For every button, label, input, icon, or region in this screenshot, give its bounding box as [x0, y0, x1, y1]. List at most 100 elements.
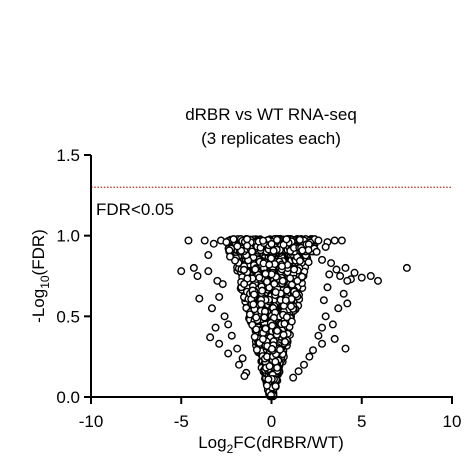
- data-point: [231, 256, 240, 265]
- data-point: [252, 345, 261, 354]
- data-point: [298, 246, 307, 255]
- x-axis-label: Log2FC(dRBR/WT): [198, 433, 344, 456]
- data-point: [271, 288, 280, 297]
- y-axis-label-prefix: -Log: [29, 289, 48, 323]
- x-tick-label: -5: [174, 412, 189, 431]
- data-point: [258, 335, 267, 344]
- data-point: [321, 242, 330, 251]
- data-point: [262, 277, 271, 286]
- data-point: [286, 274, 295, 283]
- data-point: [279, 330, 288, 339]
- data-point: [204, 267, 213, 276]
- data-point: [295, 235, 304, 244]
- y-tick-label: 1.5: [56, 146, 80, 165]
- data-point: [193, 272, 202, 281]
- data-point: [290, 265, 299, 274]
- data-point: [298, 272, 307, 281]
- data-point: [233, 242, 242, 251]
- data-point: [220, 312, 229, 321]
- data-point: [318, 339, 327, 348]
- data-point: [304, 258, 313, 267]
- data-point: [195, 294, 204, 303]
- data-point: [259, 236, 268, 245]
- data-point: [225, 252, 234, 261]
- x-tick-label: 5: [357, 412, 366, 431]
- data-point: [337, 236, 346, 245]
- data-point: [318, 323, 327, 332]
- data-point: [269, 246, 278, 255]
- data-point: [225, 246, 234, 255]
- data-point: [248, 247, 257, 256]
- data-point: [273, 363, 282, 372]
- data-point: [287, 317, 296, 326]
- data-point: [334, 304, 343, 313]
- data-point: [341, 344, 350, 353]
- data-point: [255, 273, 264, 282]
- data-point: [273, 235, 282, 244]
- y-axis-label: -Log10(FDR): [29, 229, 52, 323]
- data-point: [268, 321, 277, 330]
- data-point: [312, 247, 321, 256]
- y-ticks: 0.0 0.5 1.0 1.5: [56, 146, 91, 407]
- data-point: [240, 279, 249, 288]
- data-point: [233, 344, 242, 353]
- data-point: [215, 339, 224, 348]
- data-point: [402, 263, 411, 272]
- x-tick-label: -10: [79, 412, 104, 431]
- y-tick-label: 0.5: [56, 307, 80, 326]
- plot-area: FDR<0.05: [91, 186, 452, 401]
- data-point: [238, 354, 247, 363]
- data-point: [309, 346, 318, 355]
- data-point: [323, 283, 332, 292]
- data-point: [341, 263, 350, 272]
- data-point: [289, 373, 298, 382]
- data-point: [243, 241, 252, 250]
- data-point: [332, 265, 341, 274]
- data-point: [250, 290, 259, 299]
- data-point: [252, 325, 261, 334]
- data-point: [314, 236, 323, 245]
- data-point: [200, 236, 209, 245]
- data-point: [249, 300, 258, 309]
- data-point: [319, 296, 328, 305]
- data-point: [252, 313, 261, 322]
- data-point: [330, 334, 339, 343]
- data-point: [336, 272, 345, 281]
- data-point: [235, 360, 244, 369]
- data-point: [281, 296, 290, 305]
- data-point: [262, 381, 271, 390]
- data-point: [211, 323, 220, 332]
- data-point: [280, 319, 289, 328]
- y-axis-label-suffix: (FDR): [29, 229, 48, 275]
- data-point: [282, 235, 291, 244]
- y-axis-label-subscript: 10: [38, 275, 52, 289]
- data-point: [305, 352, 314, 361]
- data-point: [314, 331, 323, 340]
- data-point: [366, 272, 375, 281]
- threshold-label: FDR<0.05: [96, 200, 174, 219]
- chart-subtitle: (3 replicates each): [201, 129, 341, 148]
- data-point: [330, 236, 339, 245]
- x-axis: -10 -5 0 5 10 Log2FC(dRBR/WT): [79, 396, 461, 456]
- data-point: [222, 238, 231, 247]
- data-point: [271, 382, 280, 391]
- data-point: [224, 320, 233, 329]
- data-point: [265, 362, 274, 371]
- data-point: [357, 273, 366, 282]
- x-axis-label-prefix: Log: [198, 433, 226, 452]
- data-point: [261, 324, 270, 333]
- data-point: [257, 300, 266, 309]
- data-point: [282, 313, 291, 322]
- y-tick-label: 1.0: [56, 227, 80, 246]
- data-point: [328, 320, 337, 329]
- data-point: [245, 310, 254, 319]
- data-point: [243, 235, 252, 244]
- data-point: [204, 251, 213, 260]
- x-axis-label-suffix: FC(dRBR/WT): [233, 433, 343, 452]
- x-axis-label-subscript: 2: [227, 442, 234, 456]
- data-point: [229, 235, 238, 244]
- data-point: [273, 326, 282, 335]
- data-point: [240, 372, 249, 381]
- data-point: [374, 276, 383, 285]
- data-point: [184, 236, 193, 245]
